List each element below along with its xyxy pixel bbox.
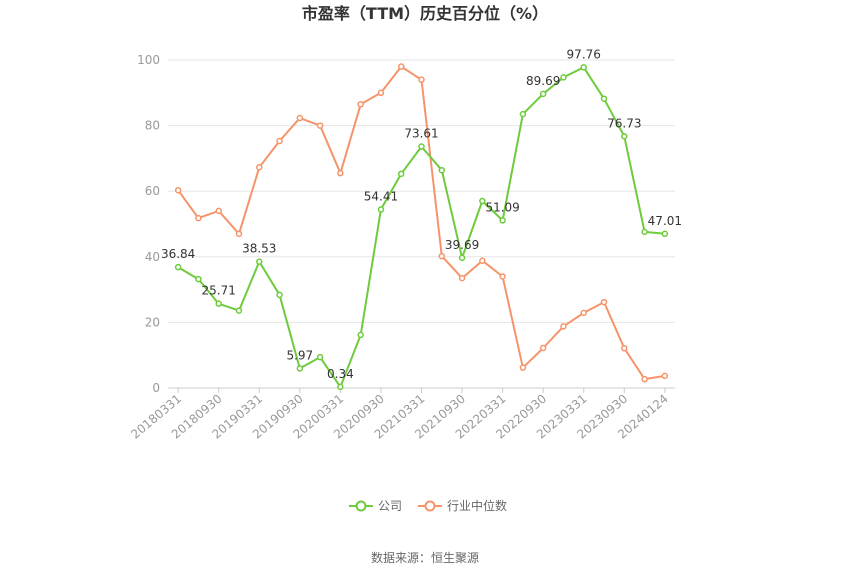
data-point <box>458 274 466 282</box>
chart-title: 市盈率（TTM）历史百分位（%） <box>302 4 548 23</box>
series-company <box>174 64 669 391</box>
data-point <box>276 137 283 145</box>
series-line <box>177 65 666 381</box>
data-point <box>174 186 182 194</box>
data-label: 39.69 <box>445 238 479 252</box>
data-label: 38.53 <box>242 242 276 256</box>
data-point <box>316 353 324 361</box>
data-label: 25.71 <box>202 284 236 298</box>
data-point <box>661 372 669 380</box>
data-label: 89.69 <box>526 74 560 88</box>
data-point <box>195 275 202 283</box>
y-tick-label: 40 <box>145 250 160 264</box>
data-point <box>377 206 385 213</box>
data-point <box>458 254 466 262</box>
y-tick-label: 60 <box>145 184 160 198</box>
data-label: 36.84 <box>161 247 195 261</box>
y-tick-label: 20 <box>145 315 160 329</box>
data-point <box>438 252 446 260</box>
data-point <box>539 90 547 98</box>
y-tick-label: 100 <box>137 53 160 67</box>
data-point <box>235 307 243 314</box>
series-line <box>177 66 665 388</box>
data-labels: 36.84 25.71 38.53 5.97 0.34 54.41 73.61 39.69 51… <box>161 47 682 381</box>
legend-marker <box>355 500 367 512</box>
legend-item-company[interactable]: 公司 <box>349 499 402 513</box>
axes: 0204060801002018033120180930201903312019… <box>128 53 675 442</box>
data-point <box>357 331 364 339</box>
data-point <box>215 207 222 215</box>
data-point <box>235 230 243 238</box>
data-point <box>215 300 222 307</box>
data-label: 73.61 <box>404 127 438 141</box>
data-point <box>641 375 648 383</box>
series-layer <box>174 63 669 391</box>
data-point <box>357 101 364 108</box>
data-point <box>174 263 182 271</box>
data-point <box>479 197 486 205</box>
data-point <box>337 169 344 177</box>
data-point <box>661 230 669 238</box>
data-point <box>256 258 263 265</box>
data-point <box>580 309 587 317</box>
data-label: 54.41 <box>364 190 398 204</box>
grid <box>168 59 675 323</box>
series-industry-median <box>174 63 669 383</box>
data-label: 76.73 <box>607 116 641 130</box>
data-point <box>397 63 405 70</box>
source-note: 数据来源：恒生聚源 <box>371 550 479 565</box>
data-point <box>418 143 425 150</box>
data-point <box>316 122 324 129</box>
y-tick-label: 80 <box>145 119 160 133</box>
data-point <box>560 323 567 330</box>
data-point <box>479 257 486 264</box>
data-point <box>499 217 506 224</box>
data-point <box>438 166 446 174</box>
data-label: 47.01 <box>648 214 682 228</box>
legend[interactable]: 公司 行业中位数 <box>349 498 507 513</box>
data-point <box>621 133 628 140</box>
data-point <box>377 89 385 97</box>
data-label: 51.09 <box>485 200 519 214</box>
data-point <box>621 345 628 352</box>
data-label: 97.76 <box>567 47 601 61</box>
data-point <box>296 365 304 372</box>
data-point <box>641 228 648 236</box>
data-point <box>580 64 587 71</box>
legend-marker <box>424 500 436 512</box>
y-tick-label: 0 <box>152 381 160 395</box>
data-point <box>256 164 263 171</box>
data-point <box>560 74 567 81</box>
data-point <box>397 170 405 178</box>
data-point <box>600 95 608 102</box>
data-point <box>600 298 608 306</box>
legend-label: 行业中位数 <box>447 498 507 513</box>
data-point <box>296 114 304 122</box>
data-point <box>519 364 527 371</box>
legend-item-industry-median[interactable]: 行业中位数 <box>418 498 507 513</box>
data-point <box>539 344 547 352</box>
data-point <box>195 214 202 222</box>
legend-label: 公司 <box>378 499 402 513</box>
data-point <box>519 110 527 118</box>
data-point <box>418 76 425 83</box>
data-label: 0.34 <box>327 367 354 381</box>
data-label: 5.97 <box>286 348 313 362</box>
data-point <box>337 383 344 391</box>
data-point <box>276 291 283 299</box>
data-point <box>499 273 506 280</box>
